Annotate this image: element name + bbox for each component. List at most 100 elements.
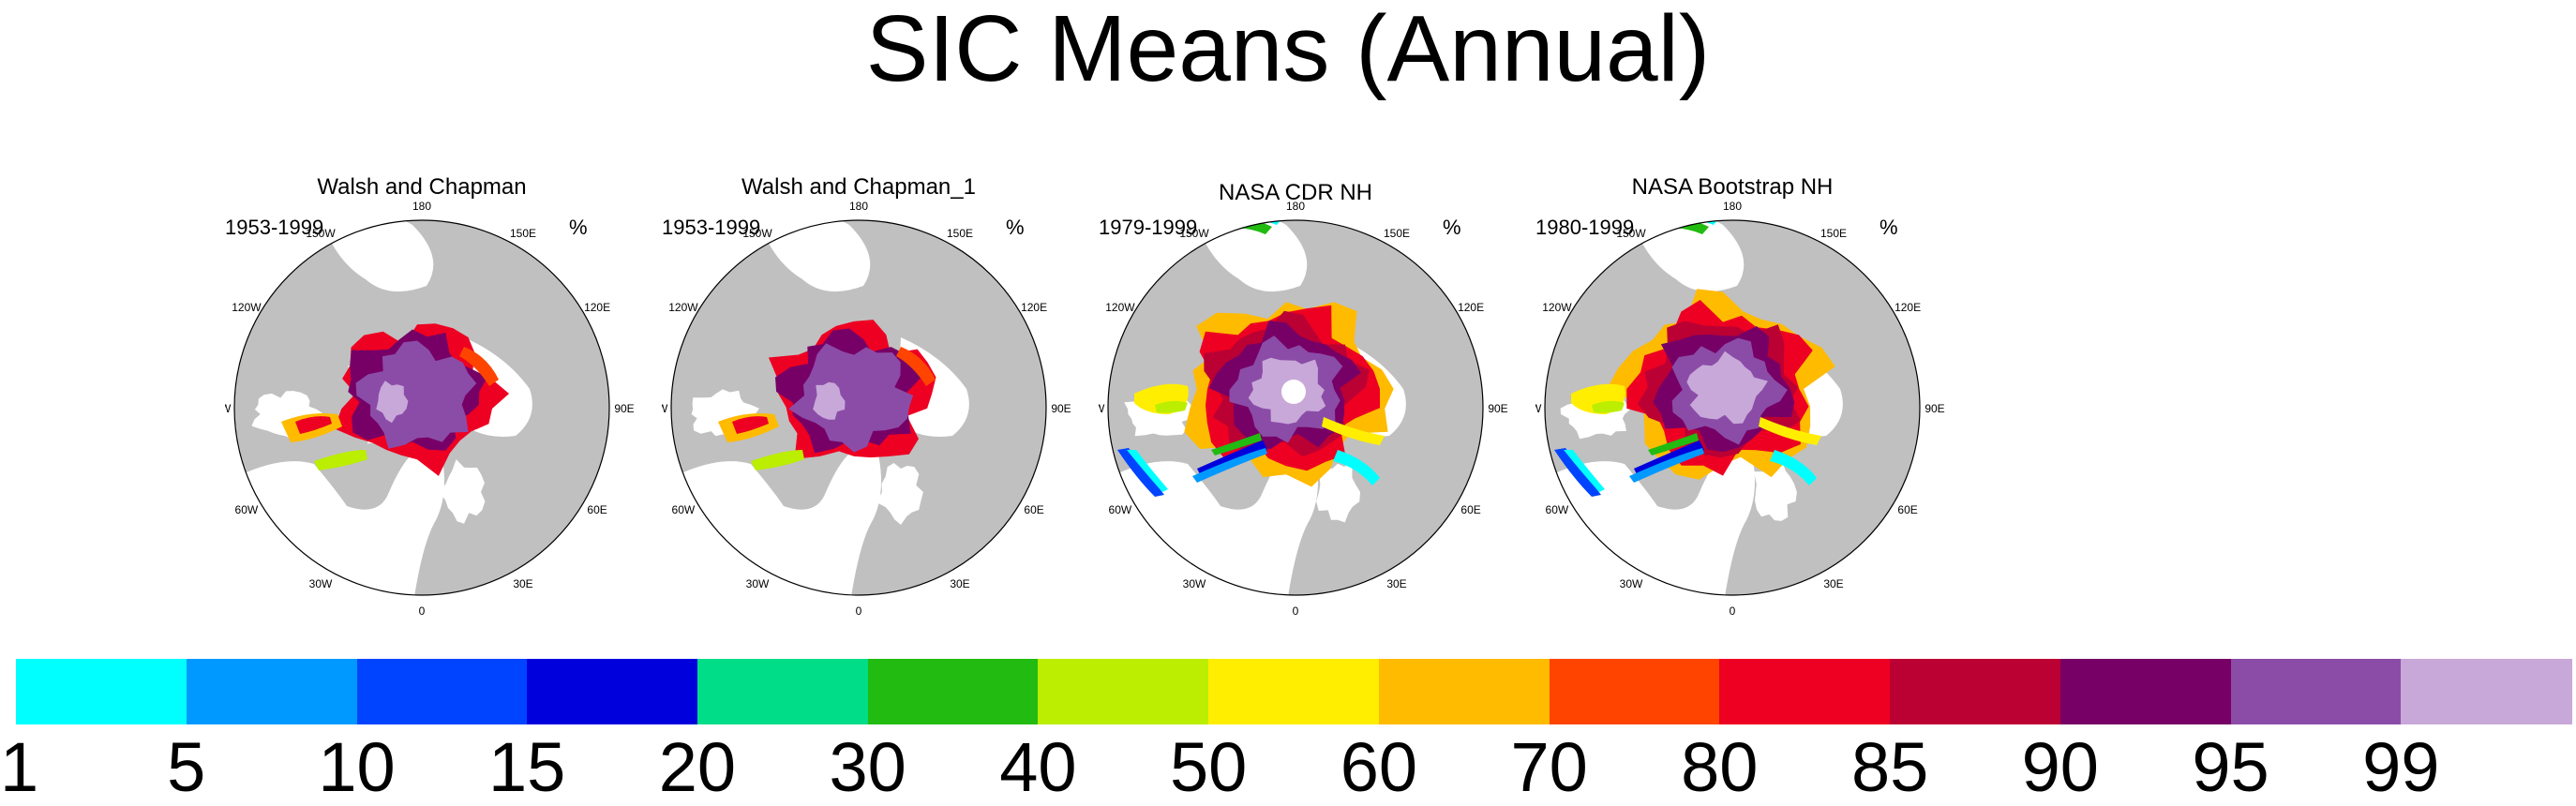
sic-band-edge xyxy=(751,450,804,470)
sic-band-labrador-inner xyxy=(732,416,769,434)
lon-label: 120E xyxy=(1895,301,1921,314)
colorbar-tick-label: 95 xyxy=(2192,728,2269,806)
lon-label: 120W xyxy=(232,301,262,314)
colorbar-tick-label: 20 xyxy=(658,728,737,806)
colorbar-segment xyxy=(1719,659,1891,724)
lon-label: 60W xyxy=(235,503,259,516)
sic-patch-99 xyxy=(813,381,846,420)
colorbar-tick-label: 90 xyxy=(2021,728,2099,806)
sic-band-labrador-blue xyxy=(1554,448,1601,497)
lon-label: 60W xyxy=(1546,503,1569,516)
sic-band-barents xyxy=(459,347,499,386)
colorbar-segment xyxy=(527,659,698,724)
panel-nasa-cdr-nh: NASA CDR NH 1979-1999 % 180 150E 120E 90E 60… xyxy=(1099,169,1539,628)
sic-band-greenland-green xyxy=(1648,433,1699,455)
polar-map: 180 150E 120E 90E 60E 30E 0 30W 60W 90W 120W 150W xyxy=(225,200,635,618)
colorbar-segment xyxy=(1890,659,2061,724)
colorbar-segment xyxy=(16,659,187,724)
panel-nasa-bootstrap-nh: NASA Bootstrap NH 1980-1999 % 180 150E 120… xyxy=(1535,169,1976,628)
panel-title: NASA Bootstrap NH xyxy=(1631,174,1834,200)
lon-label: 150W xyxy=(1179,227,1209,240)
lon-label: 30E xyxy=(1386,577,1406,590)
lon-label: 60W xyxy=(1109,503,1132,516)
lon-label: 150W xyxy=(742,227,772,240)
sic-band-baltic xyxy=(1333,450,1380,485)
lon-label: 0 xyxy=(1730,604,1736,618)
sic-band-greenland xyxy=(1192,448,1267,483)
sic-band-bering xyxy=(1629,220,1685,223)
colorbar-tick-label: 85 xyxy=(1850,728,1929,806)
colorbar-segment xyxy=(2059,659,2232,724)
colorbar-tick-label: 70 xyxy=(1510,728,1588,806)
lon-label: 120W xyxy=(1542,301,1572,314)
panel-unit: % xyxy=(1006,216,1025,239)
map-border xyxy=(233,219,610,596)
lon-label: 150E xyxy=(947,227,973,240)
lon-label: 30E xyxy=(1823,577,1843,590)
lon-label: 180 xyxy=(849,200,868,213)
lon-label: 180 xyxy=(1286,200,1305,213)
lon-label: 150E xyxy=(1384,227,1410,240)
panel-period: 1980-1999 xyxy=(1535,216,1635,239)
colorbar-tick-label: 1 xyxy=(0,728,39,806)
sic-patch-99 xyxy=(376,381,409,424)
baltic-sea xyxy=(440,459,486,524)
panel-title: NASA CDR NH xyxy=(1218,180,1373,205)
lon-label: 120E xyxy=(584,301,610,314)
lon-label: 90E xyxy=(1488,402,1507,415)
baltic-sea xyxy=(1753,460,1797,521)
lon-label: 60E xyxy=(1024,503,1043,516)
lon-label: 0 xyxy=(856,604,862,618)
colorbar-tick-label: 30 xyxy=(829,728,906,806)
lon-label: 60W xyxy=(672,503,696,516)
sic-band-barents-yellow xyxy=(1759,417,1821,445)
colorbar-segment xyxy=(2401,659,2572,724)
panel-unit: % xyxy=(1443,216,1461,239)
lon-label: 60E xyxy=(1460,503,1480,516)
colorbar-tick-label: 10 xyxy=(318,728,396,806)
baltic-sea xyxy=(876,463,923,525)
lon-label: 120W xyxy=(1105,301,1135,314)
panel-period: 1979-1999 xyxy=(1099,216,1198,239)
colorbar-tick-label: 5 xyxy=(167,728,206,806)
lon-label: 150E xyxy=(1820,227,1847,240)
lon-label: 90E xyxy=(1051,402,1071,415)
sic-band-99 xyxy=(1686,351,1768,425)
lon-label: 150W xyxy=(306,227,336,240)
chart-title: SIC Means (Annual) xyxy=(865,0,1711,101)
colorbar-segment xyxy=(186,659,357,724)
lon-label: 30E xyxy=(513,577,532,590)
panel-unit: % xyxy=(1880,216,1898,239)
colorbar-tick-label: 60 xyxy=(1340,728,1418,806)
colorbar-segment xyxy=(356,659,528,724)
colorbar-segment xyxy=(867,659,1039,724)
lon-label: 120E xyxy=(1021,301,1047,314)
panel-title: Walsh and Chapman xyxy=(317,174,527,200)
colorbar-tick-label: 50 xyxy=(1169,728,1248,806)
colorbar-tick-label: 80 xyxy=(1681,728,1759,806)
colorbar-segment xyxy=(1378,659,1550,724)
sic-band-baltic xyxy=(1770,450,1817,485)
colorbar-tick-label: 15 xyxy=(488,728,566,806)
lon-label: 90W xyxy=(225,402,232,415)
colorbar-segment xyxy=(1208,659,1380,724)
sic-band-labrador-cyan xyxy=(1564,450,1605,492)
sic-band-bering xyxy=(1192,220,1249,223)
lon-label: 90W xyxy=(662,402,668,415)
colorbar-tick-label: 99 xyxy=(2362,728,2440,806)
sic-band-labrador-inner xyxy=(295,416,332,434)
polar-map: 180 150E 120E 90E 60E 30E 0 30W 60W 90W 120W 150W xyxy=(662,200,1071,618)
map-border xyxy=(670,219,1047,596)
sic-band-95 xyxy=(788,343,914,453)
sic-band-barents-yellow xyxy=(1322,417,1385,445)
map-layer xyxy=(671,220,969,595)
pole-hole xyxy=(1281,380,1306,404)
lon-label: 30W xyxy=(746,577,770,590)
map-border xyxy=(1544,219,1921,596)
colorbar-segment xyxy=(1038,659,1209,724)
hudson-bay xyxy=(251,391,324,442)
lon-label: 120E xyxy=(1458,301,1484,314)
map-layer xyxy=(1108,220,1406,595)
panel-walsh-chapman: Walsh and Chapman 1953-1999 % 180 150E 120… xyxy=(225,169,666,628)
colorbar-segment xyxy=(2230,659,2402,724)
